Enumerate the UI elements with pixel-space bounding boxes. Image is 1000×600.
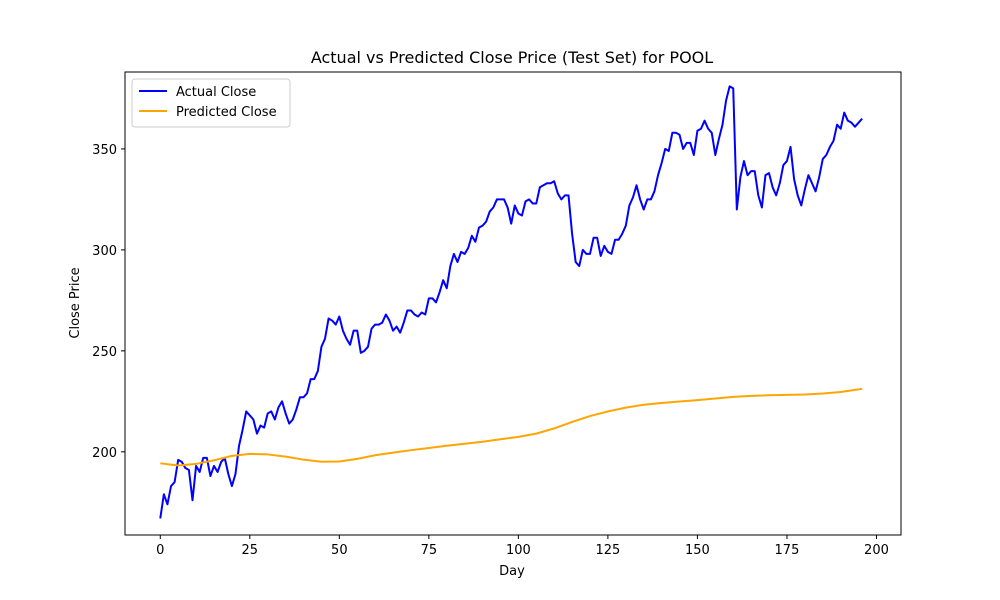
series-line-actual-close [159, 85, 863, 519]
chart-title: Actual vs Predicted Close Price (Test Se… [311, 48, 713, 67]
x-axis: 0 25 50 75 100 125 150 175 200 [156, 535, 889, 558]
x-tick-label: 100 [506, 543, 531, 558]
legend-label-predicted: Predicted Close [176, 105, 277, 120]
series-line-predicted-close [160, 387, 863, 467]
x-tick-label: 125 [595, 543, 620, 558]
y-axis: 200 250 300 350 [92, 143, 125, 461]
x-tick-label: 200 [864, 543, 889, 558]
y-axis-label: Close Price [68, 267, 83, 338]
legend-box [131, 78, 291, 128]
legend: Actual Close Predicted Close [131, 78, 291, 128]
x-tick-label: 75 [421, 543, 438, 558]
x-tick-label: 150 [685, 543, 710, 558]
x-tick-label: 50 [331, 543, 348, 558]
plot-area [124, 71, 902, 536]
y-tick-label: 200 [92, 446, 117, 461]
y-tick-label: 350 [92, 143, 117, 158]
y-tick-label: 250 [92, 345, 117, 360]
axes-frame [124, 71, 902, 536]
x-axis-label: Day [499, 564, 525, 579]
x-tick-label: 25 [242, 543, 259, 558]
x-tick-label: 175 [775, 543, 800, 558]
x-tick-label: 0 [156, 543, 164, 558]
y-tick-label: 300 [92, 244, 117, 259]
series-layer [159, 85, 863, 519]
legend-label-actual: Actual Close [176, 85, 256, 100]
